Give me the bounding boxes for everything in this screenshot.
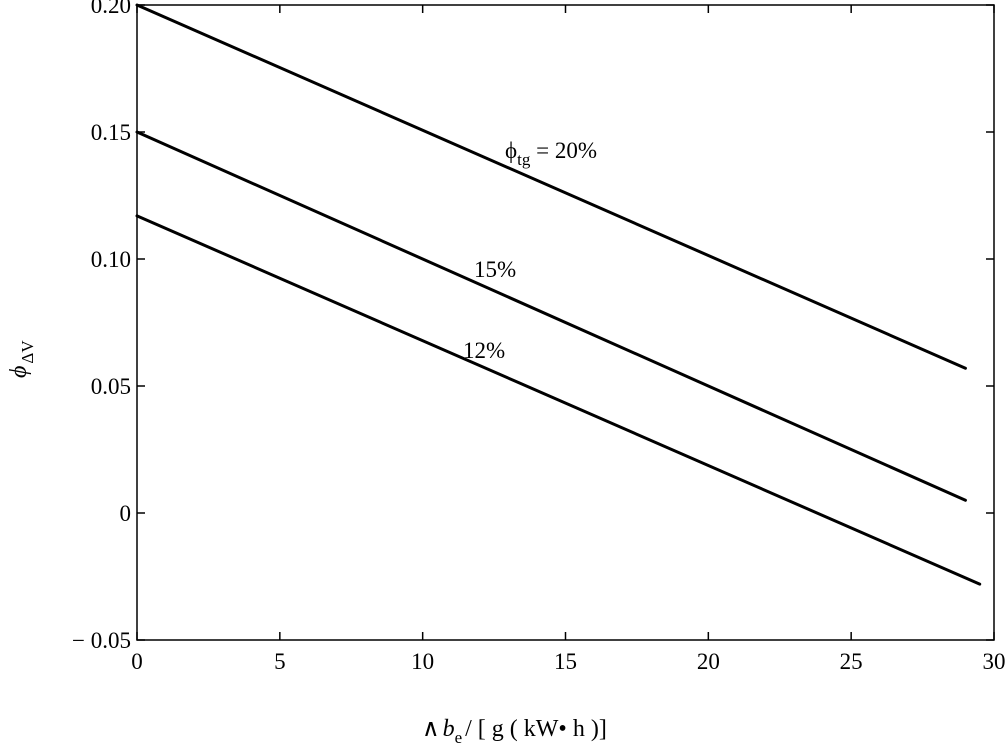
series-label-20-percent: ϕtg = 20% bbox=[505, 138, 597, 169]
x-axis-ticks: 0 5 10 15 20 25 30 bbox=[131, 5, 1005, 674]
series-lines bbox=[135, 3, 982, 586]
series-line-20-percent bbox=[135, 3, 967, 370]
y-tick-label: 0 bbox=[120, 501, 132, 526]
x-tick-label: 0 bbox=[131, 649, 143, 674]
y-tick-label: 0.05 bbox=[91, 374, 131, 399]
y-tick-label: 0.15 bbox=[91, 120, 131, 145]
series-label-20-symbol: ϕ bbox=[505, 138, 517, 163]
y-axis-title: ϕ ΔV bbox=[6, 340, 37, 378]
x-tick-label: 15 bbox=[554, 649, 577, 674]
series-label-20-suffix: = 20% bbox=[530, 138, 597, 163]
x-axis-title-subscript: e bbox=[455, 728, 463, 744]
series-label-20-subscript: tg bbox=[517, 150, 531, 169]
y-axis-ticks: − 0.05 0 0.05 0.10 0.15 0.20 bbox=[72, 0, 994, 653]
y-axis-title-symbol: ϕ bbox=[6, 366, 32, 378]
y-tick-label: 0.20 bbox=[91, 0, 131, 18]
x-tick-label: 30 bbox=[983, 649, 1005, 674]
x-axis-title-suffix: / [ g ( kW• h )] bbox=[465, 716, 607, 742]
series-line-15-percent bbox=[135, 130, 967, 502]
y-axis-title-subscript: ΔV bbox=[18, 340, 37, 364]
series-label-15-percent: 15% bbox=[474, 257, 516, 282]
x-tick-label: 20 bbox=[697, 649, 720, 674]
x-axis-title: ∧ be / [ g ( kW• h )] bbox=[422, 716, 607, 744]
x-axis-title-prefix: ∧ bbox=[422, 716, 440, 742]
series-line-12-percent bbox=[135, 214, 982, 586]
x-axis-title-symbol: b bbox=[443, 716, 455, 742]
series-label-12-percent: 12% bbox=[463, 338, 505, 363]
x-tick-label: 5 bbox=[274, 649, 286, 674]
y-tick-label: − 0.05 bbox=[72, 628, 131, 653]
y-tick-label: 0.10 bbox=[91, 247, 131, 272]
x-tick-label: 10 bbox=[411, 649, 434, 674]
x-tick-label: 25 bbox=[840, 649, 863, 674]
